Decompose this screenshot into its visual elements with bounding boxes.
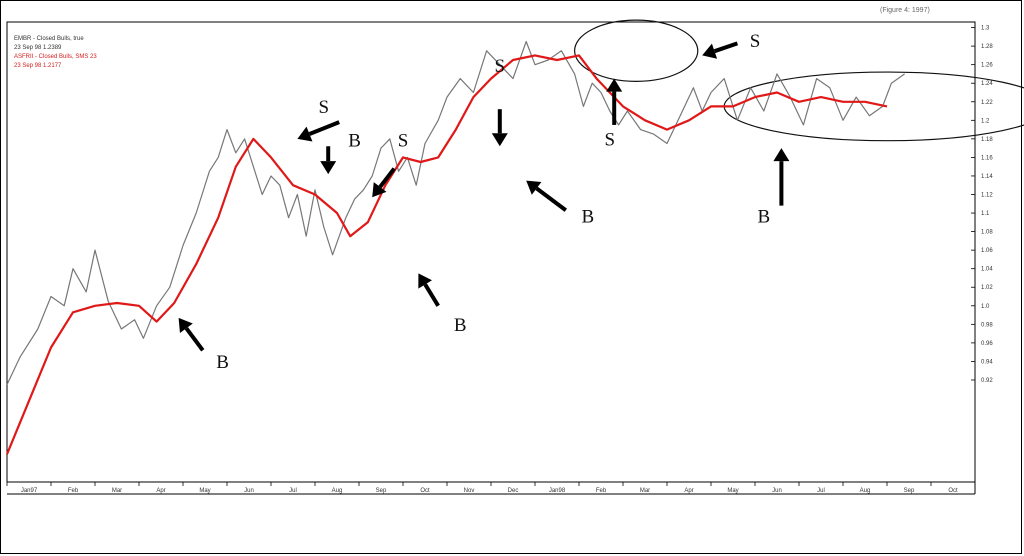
y-tick-label: 1.1	[981, 211, 990, 217]
x-tick-label: Jul	[817, 488, 825, 494]
x-tick-label: Sep	[904, 488, 915, 494]
signal-arrow	[297, 120, 340, 142]
y-tick-label: 1.28	[981, 44, 993, 50]
signal-label-b: B	[581, 206, 594, 227]
y-tick-label: 1.06	[981, 248, 993, 254]
y-tick-label: 1.22	[981, 100, 993, 106]
x-tick-label: May	[727, 488, 738, 494]
y-tick-label: 1.24	[981, 81, 993, 87]
y-tick-label: 1.18	[981, 137, 993, 143]
signal-label-s: S	[319, 97, 330, 118]
y-tick-label: 1.08	[981, 230, 993, 236]
plot-border	[6, 21, 976, 483]
signal-arrow	[491, 109, 508, 147]
signal-arrow	[773, 148, 790, 206]
header-text: (Figure 4: 1997)	[880, 7, 930, 14]
signal-arrow	[526, 180, 567, 212]
legend-entry: 23 Sep 98 1.2177	[14, 63, 62, 69]
x-tick-label: Nov	[464, 488, 475, 494]
highlight-ellipse	[574, 19, 699, 82]
y-tick-label: 0.94	[981, 359, 993, 365]
y-tick-label: 1.02	[981, 285, 993, 291]
signal-arrow	[418, 273, 440, 307]
legend: EMBR - Closed Bulls, true 23 Sep 98 1.238…	[14, 36, 97, 69]
x-tick-label: Jun	[772, 488, 782, 494]
legend-entry: 23 Sep 98 1.2389	[14, 45, 62, 51]
signal-arrow-shaft	[423, 283, 440, 307]
series-layer	[5, 40, 905, 455]
y-tick-label: 1.2	[981, 118, 990, 124]
signal-arrow-head	[297, 126, 313, 142]
x-tick-label: Mar	[640, 488, 650, 494]
signal-label-b: B	[348, 130, 361, 151]
x-tick-label: Dec	[508, 488, 519, 494]
y-tick-label: 1.26	[981, 63, 993, 69]
y-tick-label: 1.14	[981, 174, 993, 180]
signal-arrow	[320, 146, 337, 175]
x-tick-label: Apr	[156, 488, 165, 494]
legend-entry: ASFRII - Closed Bulls, SMS 23	[14, 54, 97, 60]
plot-area	[6, 21, 976, 495]
x-tick-label: Feb	[596, 488, 607, 494]
x-tick-label: Aug	[332, 488, 343, 494]
signal-arrow-head	[178, 317, 193, 334]
signal-arrow-shaft	[535, 186, 567, 212]
signal-arrow-head	[702, 43, 718, 59]
signal-arrow-shaft	[184, 327, 205, 352]
x-tick-label: Oct	[420, 488, 430, 494]
signal-arrow	[702, 41, 739, 59]
moving-average-line	[5, 54, 888, 455]
signal-label-b: B	[757, 206, 770, 227]
x-tick-label: May	[199, 488, 210, 494]
signal-label-s: S	[398, 130, 409, 151]
signal-arrow	[372, 167, 396, 198]
x-tick-label: Aug	[860, 488, 871, 494]
signal-label-b: B	[454, 315, 467, 336]
tick-layer: Jan97 Feb Mar Apr May Jun Jul Aug Sep Oct Nov Dec Ja…	[6, 26, 993, 494]
legend-entry: EMBR - Closed Bulls, true	[14, 36, 84, 42]
y-tick-label: 1.0	[981, 304, 990, 310]
x-tick-label: Mar	[112, 488, 122, 494]
signal-arrow-head	[773, 148, 790, 162]
y-tick-label: 1.16	[981, 155, 993, 161]
signal-arrow-head	[491, 133, 508, 147]
x-tick-label: Apr	[684, 488, 693, 494]
signal-label-s: S	[750, 31, 761, 52]
signal-label-s: S	[605, 129, 616, 150]
x-tick-label: Jun	[244, 488, 254, 494]
signal-label-b: B	[216, 352, 229, 373]
signal-arrow-head	[418, 273, 432, 289]
signal-arrow-head	[526, 180, 542, 195]
x-tick-label: Oct	[948, 488, 958, 494]
signal-arrow	[606, 78, 623, 125]
arrow-layer	[178, 41, 790, 352]
signal-arrow-shaft	[713, 41, 739, 54]
y-tick-label: 1.12	[981, 193, 993, 199]
signal-arrow-head	[372, 182, 387, 198]
signal-arrow-shaft	[378, 167, 396, 189]
signal-arrow-shaft	[308, 120, 340, 136]
x-tick-label: Jul	[289, 488, 297, 494]
x-tick-label: Feb	[68, 488, 79, 494]
y-tick-label: 1.3	[981, 26, 990, 32]
signal-arrow	[178, 317, 205, 352]
y-tick-label: 0.92	[981, 378, 993, 384]
y-tick-label: 0.96	[981, 341, 993, 347]
y-tick-label: 0.98	[981, 322, 993, 328]
y-tick-label: 1.04	[981, 267, 993, 273]
signal-label-s: S	[495, 56, 506, 77]
x-tick-label: Jan97	[21, 488, 38, 494]
x-tick-label: Sep	[376, 488, 387, 494]
signal-arrow-head	[320, 161, 337, 175]
signal-arrow-head	[606, 78, 623, 92]
x-tick-label: Jan98	[549, 488, 566, 494]
